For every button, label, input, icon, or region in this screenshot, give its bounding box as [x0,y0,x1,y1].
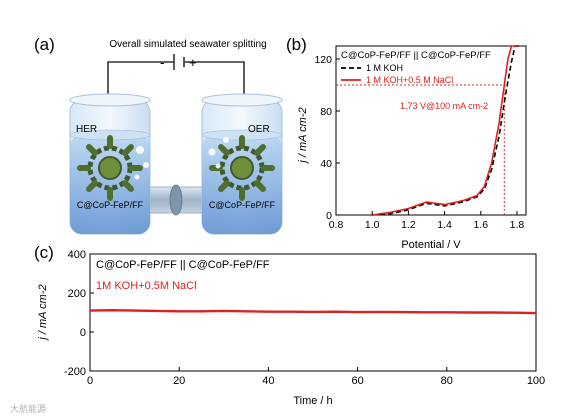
x-tick-label: 1.8 [510,219,525,231]
legend-nacl-label: 1 M KOH+0.5 M NaCl [366,75,453,85]
plot-c-xlabel: Time / h [293,395,332,407]
series-line-2 [372,45,517,216]
x-tick-label: 60 [351,375,363,387]
plot-c-ylabel: j / mA cm-2 [37,284,49,341]
plot-b-title: C@CoP-FeP/FF || C@CoP-FeP/FF [341,50,491,61]
y-tick-label: 0 [326,210,332,222]
left-catalyst-label: C@CoP-FeP/FF [77,200,144,210]
panel-c-label: (c) [34,243,54,262]
y-tick-label: 40 [320,158,332,170]
plot-c-series [89,309,537,315]
oer-label: OER [248,124,270,135]
x-tick-label: 1.6 [473,219,488,231]
plot-b-ticks: 0.8 1.0 1.2 1.4 1.6 1.8 0 40 80 120 [314,54,524,231]
plot-b-ylabel: j / mA cm-2 [297,107,309,164]
y-tick-label: 0 [80,327,86,339]
her-label: HER [76,124,97,135]
x-tick-label: 40 [262,375,274,387]
legend-koh-label: 1 M KOH [366,63,403,73]
y-tick-label: 80 [320,106,332,118]
panel-b: (b) 0.8 1.0 1.2 1.4 1.6 1.8 0 40 80 120 C@CoP-FeP… [286,35,527,251]
gas-bubbles [134,137,229,180]
x-tick-label: 1.4 [437,219,452,231]
panel-b-label: (b) [286,35,307,54]
left-catalyst-icon [77,135,143,201]
tube-valve [169,184,183,216]
watermark: 大航能源 [10,403,46,414]
plot-b-frame [335,45,527,216]
panel-a: (a) Overall simulated seawater splitting… [34,35,283,235]
right-cell [201,93,283,235]
plot-b-annotation: 1.73 V@100 mA cm-2 [400,101,488,111]
x-tick-label: 100 [527,375,545,387]
plot-b-series [372,45,521,216]
x-tick-label: 0 [87,375,93,387]
battery-minus: - [160,54,165,70]
x-tick-label: 1.2 [401,219,416,231]
plot-c-title: C@CoP-FeP/FF || C@CoP-FeP/FF [96,259,270,271]
x-tick-label: 0.8 [329,219,344,231]
right-catalyst-icon [209,135,275,201]
plot-c-subtitle: 1M KOH+0.5M NaCl [96,280,197,292]
plot-b-legend: 1 M KOH 1 M KOH+0.5 M NaCl [341,63,453,85]
battery-plus: + [189,55,197,70]
panel-a-title: Overall simulated seawater splitting [109,39,266,50]
plot-b-xlabel: Potential / V [401,239,461,251]
y-tick-label: 200 [68,288,86,300]
y-tick-label: -200 [64,366,86,378]
y-tick-label: 400 [68,249,86,261]
x-tick-label: 20 [173,375,185,387]
x-tick-label: 80 [441,375,453,387]
y-tick-label: 120 [314,54,332,66]
panel-a-label: (a) [34,35,55,54]
right-catalyst-label: C@CoP-FeP/FF [209,200,276,210]
series-line-1 [89,309,537,315]
series-line-1 [372,45,521,216]
x-tick-label: 1.0 [365,219,380,231]
